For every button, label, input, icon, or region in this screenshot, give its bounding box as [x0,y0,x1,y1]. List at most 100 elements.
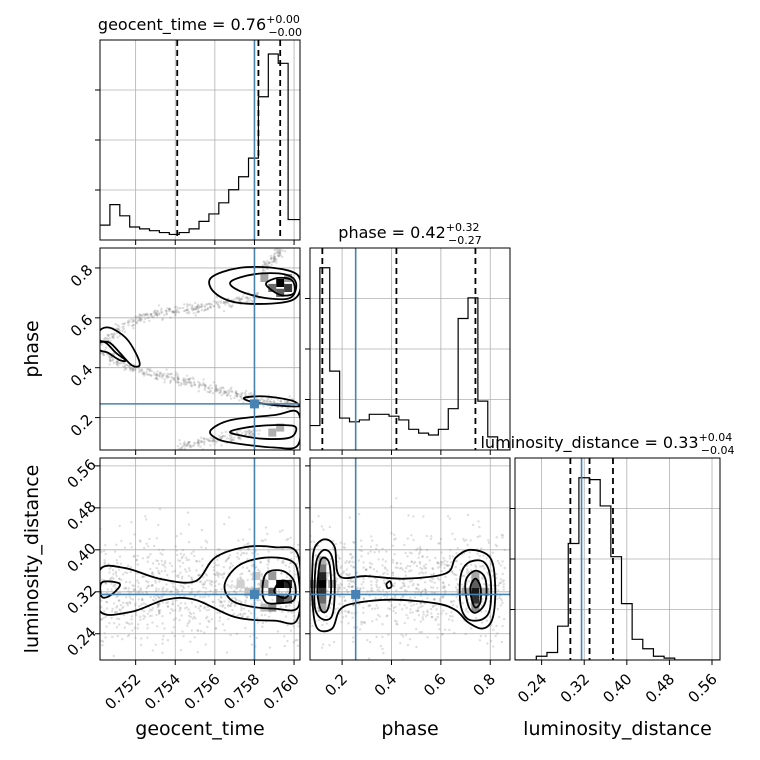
scatter-point [381,558,385,561]
scatter-point [110,582,113,585]
scatter-point [142,372,145,376]
scatter-point [424,563,428,566]
scatter-point [175,534,178,538]
scatter-point [190,577,193,580]
scatter-point [126,564,130,567]
panel-geocent_time-vs-luminosity_distance-contour-3 [261,569,297,605]
scatter-point [155,372,158,375]
scatter-point [173,376,176,380]
scatter-point [146,623,149,626]
scatter-point [220,596,223,599]
scatter-point [249,391,253,395]
scatter-point [330,602,334,606]
scatter-point [444,589,447,592]
scatter-point [495,536,498,539]
scatter-point [340,620,343,624]
scatter-point [243,544,246,547]
scatter-point [134,604,137,607]
scatter-point [192,612,195,615]
scatter-point [229,436,233,439]
scatter-point [108,337,112,340]
scatter-point [162,586,165,589]
scatter-point [210,303,213,306]
scatter-point [468,556,471,559]
scatter-point [137,581,140,585]
scatter-point [409,608,412,611]
scatter-point [213,440,216,443]
scatter-point [455,578,458,581]
scatter-point [150,584,154,587]
scatter-point [280,572,283,575]
scatter-point [500,640,504,644]
scatter-point [239,436,242,440]
scatter-point [202,437,206,440]
scatter-point [260,613,263,617]
scatter-point [337,607,340,610]
scatter-point [273,258,276,261]
scatter-point [102,616,106,620]
scatter-point [495,572,498,576]
scatter-point [181,589,184,592]
scatter-point [155,613,158,617]
scatter-point [479,547,483,550]
scatter-point [200,528,204,532]
panel-geocent_time-vs-phase-contour-6 [229,424,298,440]
scatter-point [163,627,166,630]
scatter-point [110,616,113,620]
scatter-point [425,534,429,538]
scatter-point [400,566,403,570]
scatter-point [236,614,240,617]
scatter-point [204,383,207,387]
scatter-point [410,569,413,572]
scatter-point [217,300,220,303]
scatter-point [241,614,244,618]
scatter-point [233,596,237,599]
scatter-point [143,615,147,618]
scatter-point [381,647,384,651]
scatter-point [118,591,122,595]
scatter-point [174,314,177,317]
panel-geocent_time-vs-luminosity_distance-density-cell-9 [236,579,245,588]
scatter-point [169,380,172,383]
scatter-point [174,379,177,382]
scatter-point [123,368,126,372]
scatter-point [246,543,249,546]
scatter-point [416,547,419,550]
scatter-point [105,338,108,341]
scatter-point [343,586,346,590]
scatter-point [489,639,493,643]
scatter-point [267,558,271,561]
scatter-point [186,442,189,446]
panel-geocent_time-vs-phase-density-cell-2 [268,283,277,292]
scatter-point [182,635,185,638]
xtick-label-phase-2: 0.6 [420,670,450,700]
scatter-point [174,587,177,590]
scatter-point [189,383,193,387]
scatter-point [453,631,456,635]
scatter-point [363,621,366,625]
scatter-point [193,441,196,445]
scatter-point [195,311,198,314]
scatter-point [223,572,226,575]
scatter-point [200,440,203,444]
scatter-point [235,297,238,300]
scatter-point [221,576,225,579]
scatter-point [217,303,220,307]
scatter-point [131,320,134,324]
scatter-point [251,432,255,436]
scatter-point [241,295,245,298]
scatter-point [103,632,106,635]
scatter-point [466,611,469,614]
scatter-point [115,574,118,578]
scatter-point [105,336,108,340]
scatter-point [282,561,285,564]
scatter-point [157,596,161,599]
scatter-point [148,614,152,618]
scatter-point [264,578,267,581]
scatter-point [290,557,293,561]
scatter-point [370,583,373,587]
scatter-point [188,611,191,614]
scatter-point [246,298,249,301]
scatter-point [214,300,218,304]
scatter-point [123,322,127,325]
